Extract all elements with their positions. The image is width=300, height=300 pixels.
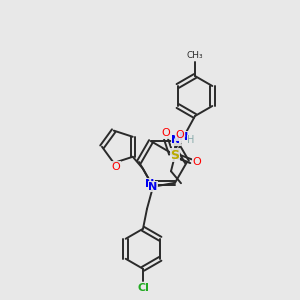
Text: N: N bbox=[146, 179, 154, 189]
Text: N: N bbox=[179, 132, 189, 142]
Text: H: H bbox=[187, 135, 195, 145]
Text: O: O bbox=[111, 162, 120, 172]
Text: O: O bbox=[176, 130, 184, 140]
Text: O: O bbox=[162, 128, 170, 138]
Text: S: S bbox=[170, 149, 179, 162]
Text: Cl: Cl bbox=[137, 283, 149, 293]
Text: N: N bbox=[148, 182, 158, 192]
Text: N: N bbox=[171, 135, 181, 145]
Text: CH₃: CH₃ bbox=[187, 52, 203, 61]
Text: O: O bbox=[193, 157, 201, 167]
